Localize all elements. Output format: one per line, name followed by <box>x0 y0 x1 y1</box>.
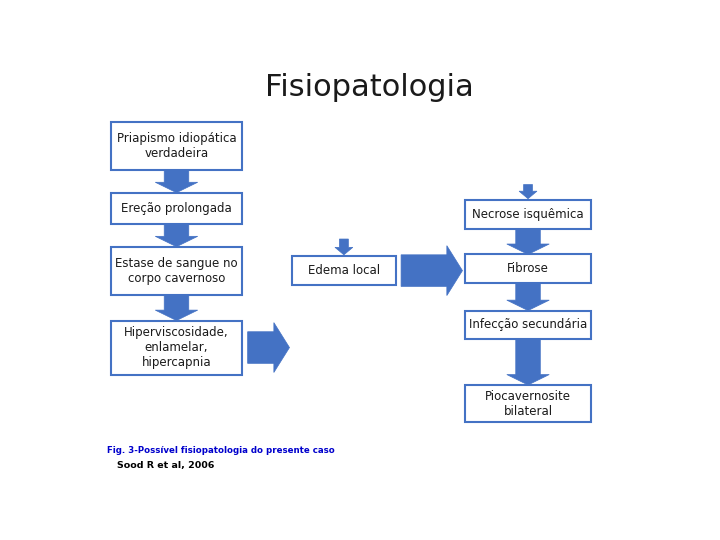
Polygon shape <box>507 339 549 385</box>
Text: Sood R et al, 2006: Sood R et al, 2006 <box>117 461 214 470</box>
Polygon shape <box>401 246 462 295</box>
Text: Priapismo idiopática
verdadeira: Priapismo idiopática verdadeira <box>117 132 236 160</box>
Polygon shape <box>156 224 198 247</box>
Text: Necrose isquêmica: Necrose isquêmica <box>472 208 584 221</box>
Text: Edema local: Edema local <box>308 264 380 277</box>
Polygon shape <box>156 170 198 193</box>
FancyBboxPatch shape <box>465 310 591 339</box>
Polygon shape <box>519 185 537 199</box>
Polygon shape <box>248 322 289 373</box>
FancyBboxPatch shape <box>111 321 242 375</box>
Text: Ereção prolongada: Ereção prolongada <box>121 202 232 215</box>
Text: Fisiopatologia: Fisiopatologia <box>265 73 473 102</box>
Polygon shape <box>335 239 353 255</box>
Text: Fig. 3-Possível fisiopatologia do presente caso: Fig. 3-Possível fisiopatologia do presen… <box>107 446 335 455</box>
FancyBboxPatch shape <box>465 385 591 422</box>
Polygon shape <box>507 282 549 310</box>
Text: Infecção secundária: Infecção secundária <box>469 318 587 331</box>
FancyBboxPatch shape <box>111 247 242 294</box>
FancyBboxPatch shape <box>465 200 591 228</box>
Text: Piocavernosite
bilateral: Piocavernosite bilateral <box>485 390 571 417</box>
FancyBboxPatch shape <box>111 122 242 170</box>
FancyBboxPatch shape <box>111 193 242 224</box>
Text: Fibrose: Fibrose <box>507 262 549 275</box>
Text: Estase de sangue no
corpo cavernoso: Estase de sangue no corpo cavernoso <box>115 256 238 285</box>
Polygon shape <box>156 294 198 321</box>
FancyBboxPatch shape <box>465 254 591 282</box>
Polygon shape <box>507 228 549 254</box>
FancyBboxPatch shape <box>292 256 395 285</box>
Text: Hiperviscosidade,
enlamelar,
hipercapnia: Hiperviscosidade, enlamelar, hipercapnia <box>124 326 229 369</box>
